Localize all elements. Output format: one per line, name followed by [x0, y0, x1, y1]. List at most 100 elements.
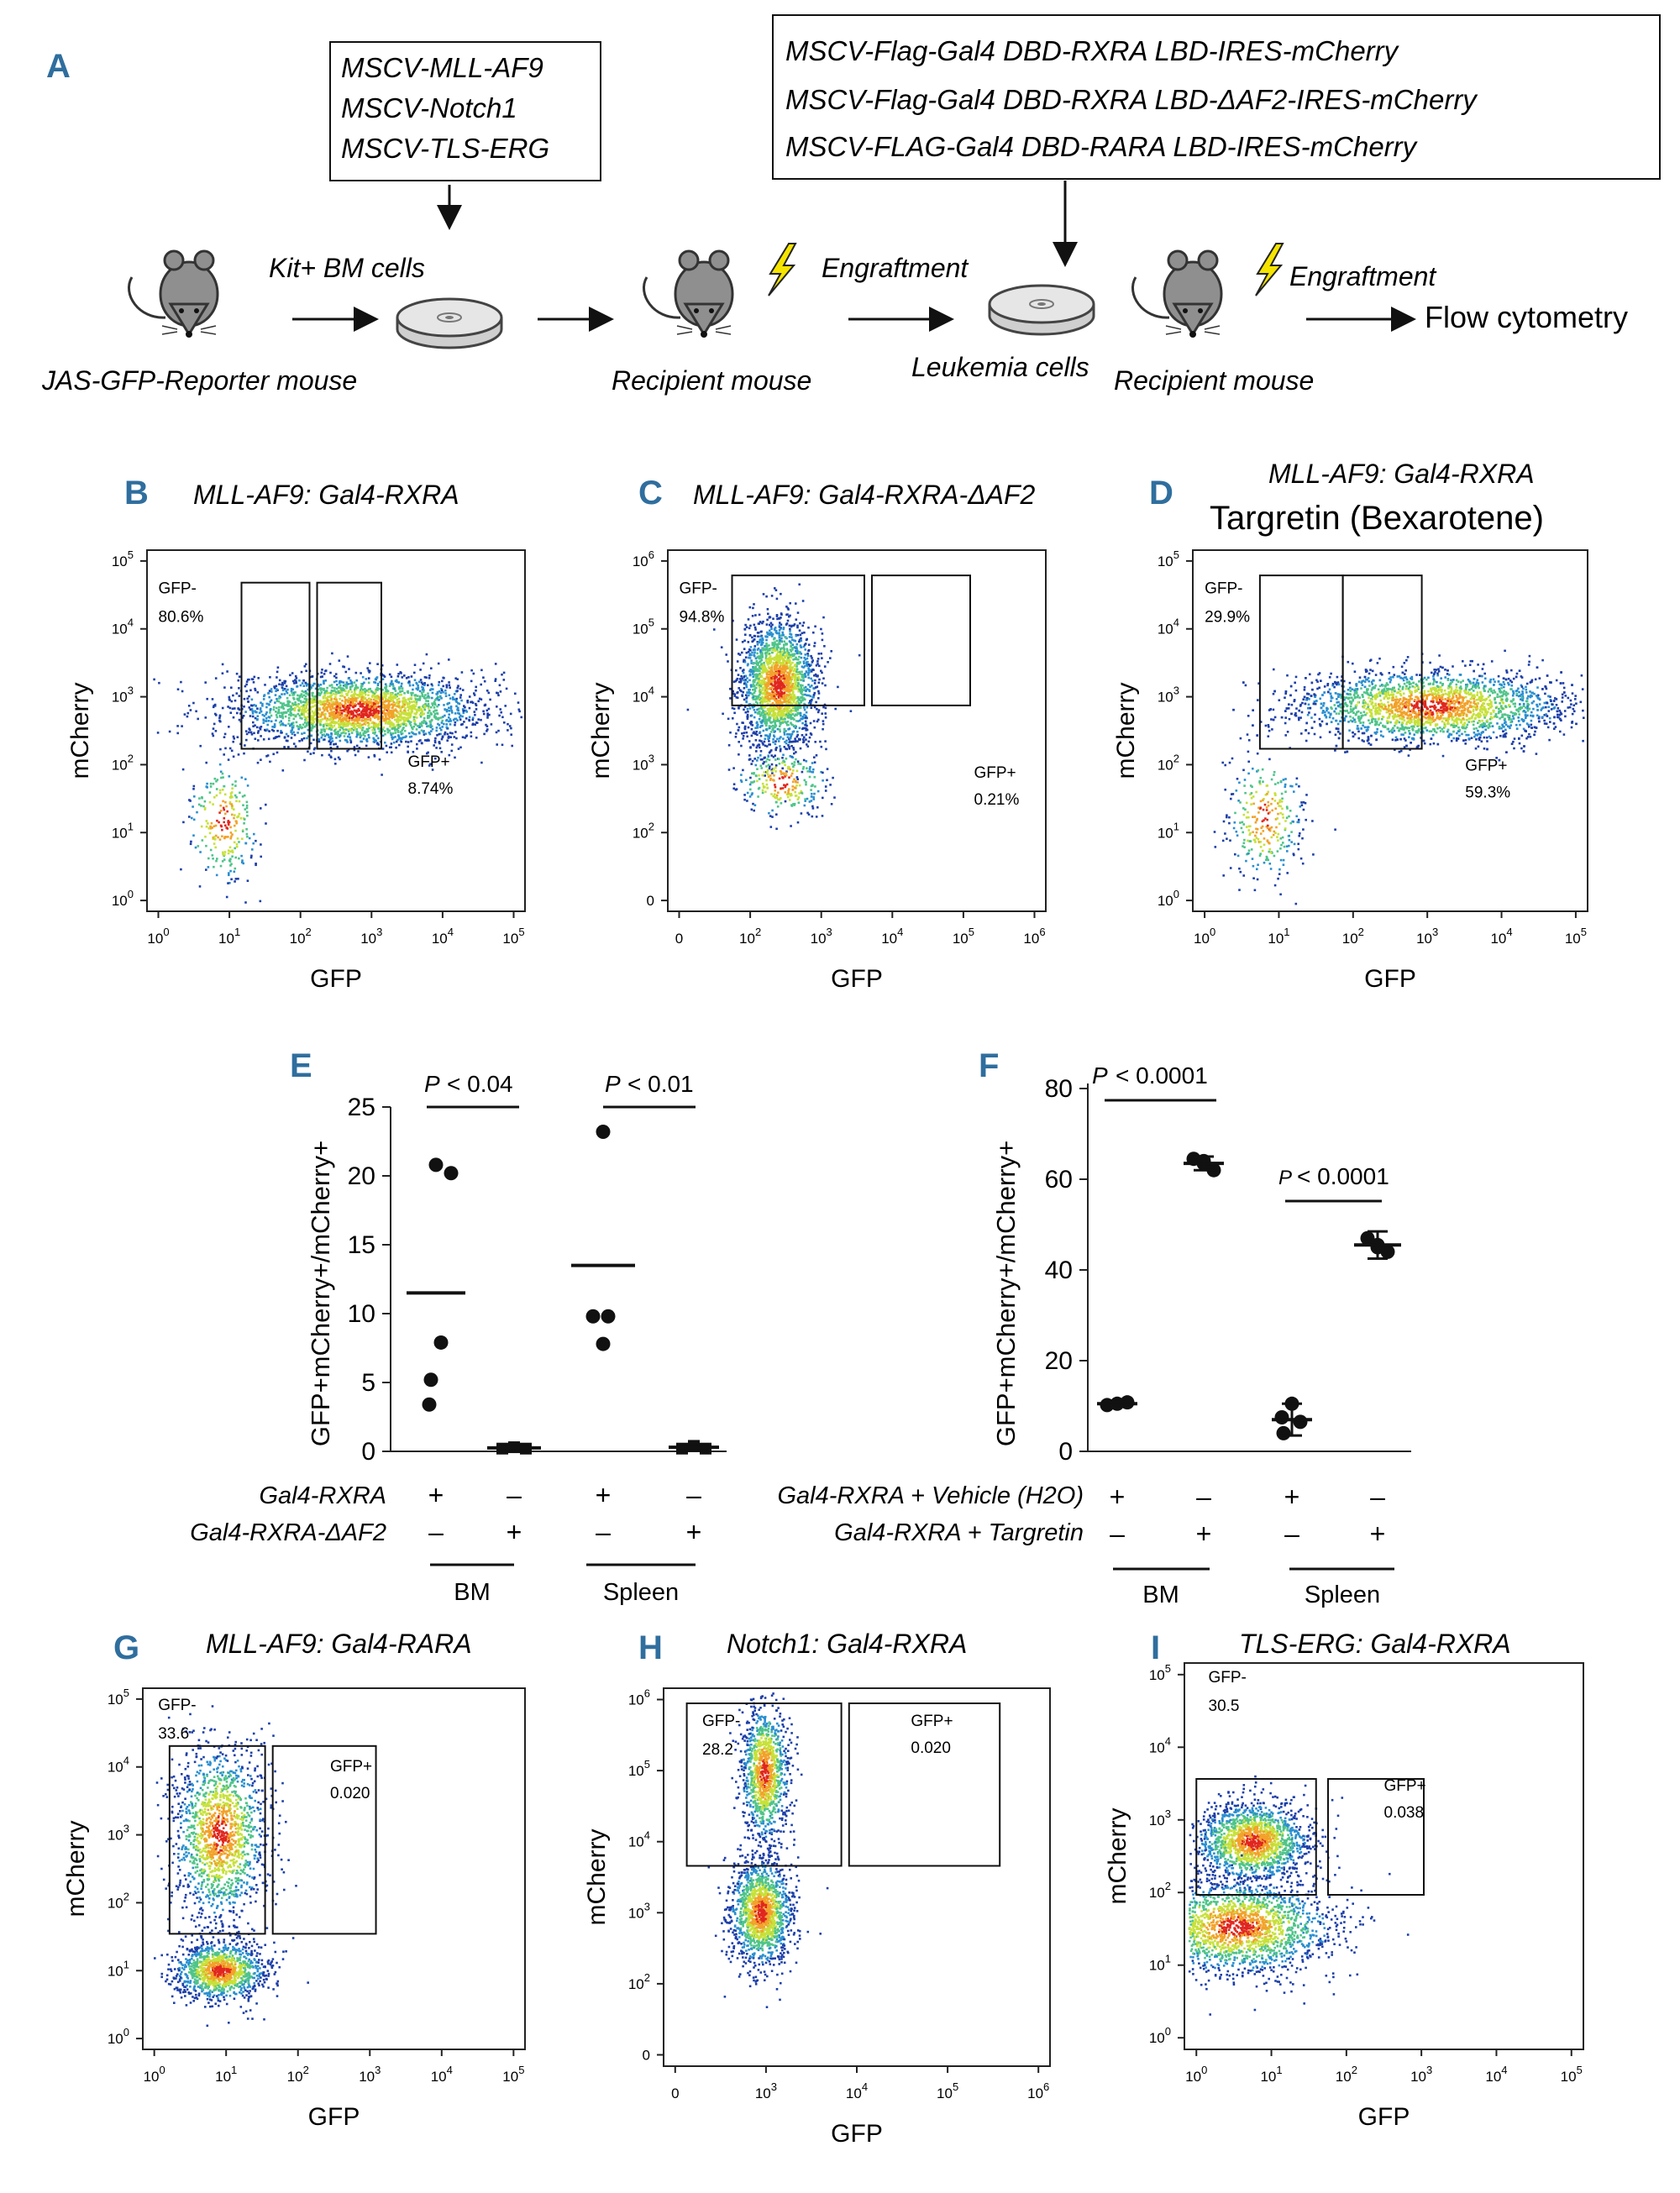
- xtick-c: 103: [811, 926, 832, 947]
- ytick-d: 100: [1158, 888, 1179, 909]
- gate-gfp-neg-g: [168, 1744, 266, 1935]
- f-sign-row2: –: [1284, 1519, 1299, 1549]
- f-sign-row1: –: [1196, 1482, 1211, 1512]
- xtick-g: 104: [431, 2064, 453, 2085]
- f-point: [1360, 1230, 1375, 1246]
- ytick-c: 104: [633, 685, 654, 706]
- recipient-mouse-icon-2: [1131, 249, 1223, 339]
- xtick-i: 103: [1410, 2064, 1432, 2085]
- xtick-d: 101: [1268, 926, 1289, 947]
- gfp-pos-label-b: GFP+: [408, 753, 450, 771]
- label-flow-cytometry: Flow cytometry: [1425, 300, 1628, 334]
- flow-events-i: [1188, 1775, 1410, 2016]
- ylabel-g: mCherry: [62, 1820, 90, 1917]
- label-leukemia-cells: Leukemia cells: [911, 352, 1089, 382]
- gate-gfp-neg-i: [1195, 1778, 1317, 1896]
- panel-letter-e: E: [290, 1047, 312, 1084]
- leukemia-dish-icon: [988, 284, 1095, 336]
- f-sign-row1: –: [1370, 1482, 1385, 1512]
- xlabel-g: GFP: [308, 2103, 360, 2131]
- e-ytick: 10: [348, 1300, 375, 1328]
- xtick-d: 105: [1565, 926, 1587, 947]
- flow-subtitle-d: Targretin (Bexarotene): [1210, 500, 1544, 537]
- e-row-label-1: Gal4-RXRA: [260, 1482, 387, 1509]
- f-group-bm: BM: [1142, 1582, 1179, 1608]
- ytick-g: 102: [108, 1890, 129, 1911]
- donor-mouse-icon: [127, 249, 219, 339]
- vector-gal4-rara: MSCV-FLAG-Gal4 DBD-RARA LBD-IRES-mCherry: [785, 131, 1419, 162]
- ytick-b: 102: [112, 752, 134, 773]
- flow-frame-d: [1192, 549, 1588, 912]
- xtick-c: 0: [675, 931, 683, 947]
- gfp-neg-value-b: 80.6%: [159, 609, 204, 627]
- gate-gfp-pos-b: [316, 581, 382, 750]
- f-ylabel: GFP+mCherry+/mCherry+: [991, 1141, 1021, 1446]
- flow-frame-g: [142, 1687, 526, 2050]
- e-ylabel: GFP+mCherry+/mCherry+: [306, 1141, 335, 1446]
- ytick-d: 104: [1158, 616, 1179, 637]
- panel-letter-a: A: [46, 48, 71, 85]
- f-sign-row2: +: [1370, 1519, 1386, 1549]
- label-recipient-2: Recipient mouse: [1114, 365, 1314, 396]
- gate-gfp-pos-h: [848, 1702, 1001, 1867]
- xtick-i: 101: [1260, 2064, 1282, 2085]
- gate-gfp-pos-i: [1327, 1778, 1425, 1896]
- gfp-pos-label-d: GFP+: [1465, 757, 1507, 774]
- gfp-pos-label-h: GFP+: [911, 1713, 953, 1730]
- panel-h: H Notch1: Gal4-RXRA GFP- 28.2 GFP+ 0.020 0 103 1…: [583, 1629, 1051, 2148]
- xtick-c: 102: [739, 926, 761, 947]
- label-reporter-mouse: JAS-GFP-Reporter mouse: [41, 365, 357, 396]
- xtick-b: 104: [432, 926, 454, 947]
- e-sign-row2: +: [507, 1517, 522, 1547]
- gfp-neg-value-d: 29.9%: [1205, 609, 1250, 627]
- f-ytick: 20: [1045, 1347, 1073, 1375]
- f-row-label-2: Gal4-RXRA + Targretin: [834, 1519, 1084, 1546]
- flow-title-d: MLL-AF9: Gal4-RXRA: [1268, 459, 1535, 489]
- panel-c: C MLL-AF9: Gal4-RXRA-ΔAF2 GFP- 94.8% GFP+ 0.2…: [587, 475, 1047, 993]
- ytick-c: 0: [647, 893, 654, 909]
- xtick-c: 104: [881, 926, 903, 947]
- xtick-d: 102: [1342, 926, 1364, 947]
- flow-title-c: MLL-AF9: Gal4-RXRA-ΔAF2: [693, 480, 1036, 510]
- e-point: [596, 1125, 611, 1140]
- f-pvalue-p-spleen: P: [1278, 1167, 1292, 1189]
- ytick-i: 103: [1149, 1807, 1171, 1828]
- gfp-neg-value-h: 28.2: [702, 1741, 733, 1759]
- ytick-d: 105: [1158, 548, 1179, 569]
- flow-frame-c: [667, 549, 1047, 912]
- gfp-neg-value-c: 94.8%: [680, 609, 725, 627]
- xtick-g: 103: [359, 2064, 381, 2085]
- e-pvalue-spleen: < 0.01: [627, 1071, 694, 1097]
- panel-letter-g: G: [113, 1629, 139, 1666]
- xtick-h: 106: [1027, 2080, 1049, 2101]
- gfp-pos-label-i: GFP+: [1384, 1777, 1426, 1795]
- e-group-spleen: Spleen: [603, 1579, 679, 1606]
- panel-letter-d: D: [1149, 475, 1173, 512]
- f-point: [1276, 1425, 1291, 1440]
- label-recipient-1: Recipient mouse: [612, 365, 811, 396]
- e-ytick: 25: [348, 1094, 375, 1121]
- gate-gfp-neg-b: [240, 581, 311, 750]
- flow-title-g: MLL-AF9: Gal4-RARA: [206, 1629, 472, 1659]
- flow-events-g: [154, 1705, 309, 2028]
- gfp-neg-value-g: 33.6: [158, 1725, 189, 1743]
- gfp-pos-value-h: 0.020: [911, 1739, 951, 1757]
- ytick-g: 103: [108, 1823, 129, 1844]
- flow-frame-i: [1184, 1662, 1584, 2050]
- gate-gfp-neg-d: [1258, 574, 1344, 750]
- ytick-b: 103: [112, 685, 134, 706]
- gfp-pos-label-g: GFP+: [330, 1758, 372, 1776]
- panel-letter-h: H: [638, 1629, 663, 1666]
- e-pvalue-p-spleen: P: [605, 1071, 621, 1097]
- panel-f: F GFP+mCherry+/mCherry+ 0 20 40 60 80 P < 0.…: [778, 1047, 1411, 1608]
- gfp-pos-value-d: 59.3%: [1465, 784, 1510, 801]
- xtick-b: 101: [218, 926, 240, 947]
- f-sign-row2: –: [1110, 1519, 1125, 1549]
- e-sign-row1: +: [428, 1480, 444, 1510]
- ytick-c: 103: [633, 752, 654, 773]
- xtick-c: 106: [1023, 926, 1045, 947]
- xtick-b: 103: [360, 926, 382, 947]
- f-sign-row2: +: [1196, 1519, 1212, 1549]
- xtick-g: 100: [144, 2064, 165, 2085]
